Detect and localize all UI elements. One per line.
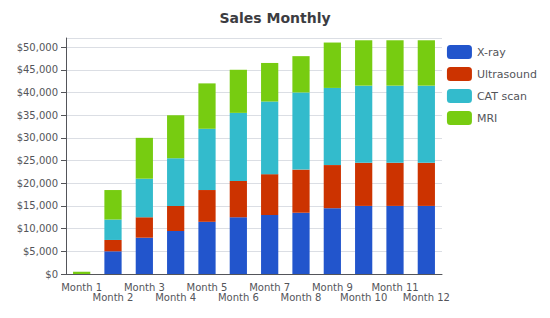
svg-text:Month 12: Month 12 bbox=[403, 292, 450, 303]
svg-text:$10,000: $10,000 bbox=[17, 223, 58, 234]
svg-text:$25,000: $25,000 bbox=[17, 155, 58, 166]
svg-text:Month 2: Month 2 bbox=[93, 292, 134, 303]
svg-text:Month 5: Month 5 bbox=[186, 281, 228, 293]
svg-text:$50,000: $50,000 bbox=[17, 42, 58, 53]
svg-text:Month 1: Month 1 bbox=[61, 281, 103, 293]
svg-text:Ultrasound: Ultrasound bbox=[477, 68, 537, 81]
svg-text:$20,000: $20,000 bbox=[17, 178, 58, 189]
svg-text:CAT scan: CAT scan bbox=[477, 90, 527, 103]
svg-text:$45,000: $45,000 bbox=[17, 64, 58, 75]
svg-text:MRI: MRI bbox=[477, 112, 497, 125]
svg-text:Month 10: Month 10 bbox=[340, 292, 387, 303]
svg-text:$35,000: $35,000 bbox=[17, 110, 58, 121]
svg-text:$15,000: $15,000 bbox=[17, 200, 58, 211]
svg-text:Month 7: Month 7 bbox=[249, 281, 291, 293]
svg-text:Sales Monthly: Sales Monthly bbox=[219, 10, 330, 26]
svg-text:Month 6: Month 6 bbox=[218, 292, 259, 303]
svg-text:$40,000: $40,000 bbox=[17, 87, 58, 98]
svg-text:$30,000: $30,000 bbox=[17, 132, 58, 143]
svg-text:Month 11: Month 11 bbox=[371, 281, 419, 293]
svg-text:Month 4: Month 4 bbox=[155, 292, 196, 303]
svg-text:Month 9: Month 9 bbox=[311, 281, 353, 293]
svg-text:Month 3: Month 3 bbox=[123, 281, 165, 293]
svg-text:Month 8: Month 8 bbox=[281, 292, 322, 303]
svg-text:$0: $0 bbox=[45, 269, 58, 280]
svg-text:$5,000: $5,000 bbox=[23, 246, 58, 257]
svg-text:X-ray: X-ray bbox=[477, 46, 506, 59]
